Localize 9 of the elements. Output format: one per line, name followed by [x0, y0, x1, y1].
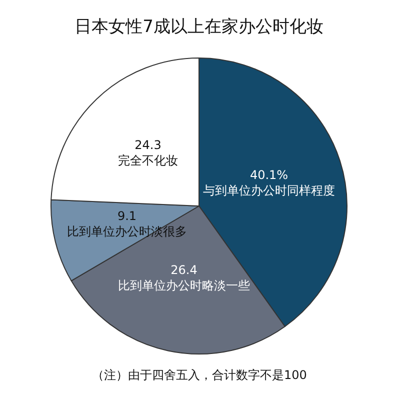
slice-label: 完全不化妆 [118, 154, 178, 168]
data-label: 40.1% [250, 168, 288, 182]
data-label: 26.4 [170, 263, 198, 277]
text: （注）由于四舍五入，合计数字不是100 [92, 368, 307, 382]
slice-label: 与到单位办公时同样程度 [203, 184, 335, 198]
chart-title: 日本女性7成以上在家办公时化妆 [74, 16, 324, 37]
data-label: 24.3 [134, 138, 162, 152]
data-label: 9.1 [117, 209, 137, 223]
slice-label: 比到单位办公时略淡一些 [118, 278, 250, 293]
